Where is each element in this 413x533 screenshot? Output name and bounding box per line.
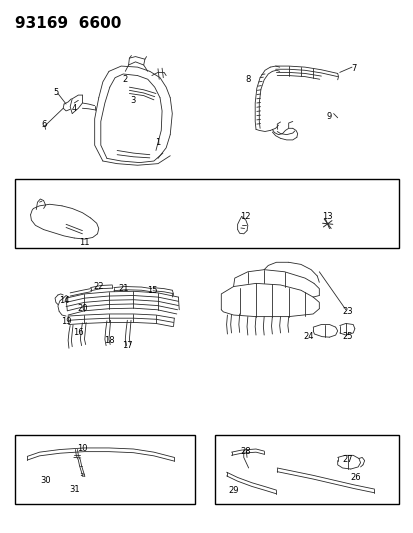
Text: 25: 25 [342,332,352,341]
Text: 19: 19 [61,317,71,326]
Text: 26: 26 [350,473,361,482]
Text: 13: 13 [321,212,332,221]
Text: 10: 10 [77,444,88,453]
Text: 7: 7 [351,64,356,73]
Bar [15,180,398,248]
Bar [15,435,194,504]
Text: 17: 17 [122,341,132,350]
Text: 5: 5 [53,88,58,97]
Text: 31: 31 [69,484,79,494]
Text: 28: 28 [240,447,251,456]
Text: 24: 24 [303,332,313,341]
Text: 9: 9 [326,112,331,120]
Text: 4: 4 [71,104,77,113]
Text: 18: 18 [103,336,114,345]
Text: 6: 6 [41,119,46,128]
Text: 27: 27 [342,455,352,464]
Text: 8: 8 [244,75,250,84]
Bar [215,435,398,504]
Text: 2: 2 [122,75,128,84]
Text: 15: 15 [146,286,157,295]
Text: 16: 16 [73,328,83,337]
Text: 20: 20 [77,304,88,313]
Text: 1: 1 [155,138,160,147]
Text: 30: 30 [40,475,51,484]
Text: 3: 3 [131,96,136,105]
Text: 29: 29 [228,486,238,495]
Text: 21: 21 [118,284,128,293]
Text: 14: 14 [59,296,69,305]
Text: 22: 22 [93,282,104,291]
Text: 12: 12 [240,212,250,221]
Text: 11: 11 [79,238,90,247]
Text: 93169  6600: 93169 6600 [15,16,121,31]
Text: 23: 23 [342,307,352,316]
